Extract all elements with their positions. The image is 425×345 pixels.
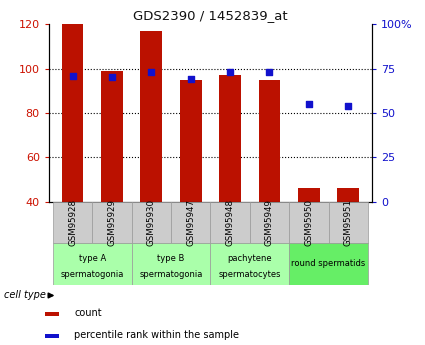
Bar — [329, 202, 368, 243]
Bar — [101, 71, 123, 202]
Point — [266, 69, 273, 75]
Text: GSM95951: GSM95951 — [344, 199, 353, 246]
Point — [306, 101, 312, 107]
Bar — [259, 80, 280, 202]
Text: GSM95949: GSM95949 — [265, 199, 274, 246]
Text: GSM95928: GSM95928 — [68, 199, 77, 246]
Bar — [140, 31, 162, 202]
Text: pachytene: pachytene — [227, 255, 272, 264]
Bar — [289, 202, 329, 243]
Bar — [53, 202, 92, 243]
Text: GSM95947: GSM95947 — [186, 199, 195, 246]
Text: cell type: cell type — [4, 290, 46, 300]
Point — [187, 77, 194, 82]
Bar — [210, 202, 250, 243]
Bar — [132, 243, 210, 285]
Text: type B: type B — [157, 255, 185, 264]
Bar — [337, 188, 359, 202]
Text: GSM95950: GSM95950 — [304, 199, 313, 246]
Text: type A: type A — [79, 255, 106, 264]
Title: GDS2390 / 1452839_at: GDS2390 / 1452839_at — [133, 9, 288, 22]
Bar — [132, 202, 171, 243]
Point — [148, 69, 155, 75]
Bar — [45, 312, 59, 316]
Text: count: count — [74, 308, 102, 318]
Bar — [250, 202, 289, 243]
Bar — [171, 202, 210, 243]
Bar — [219, 75, 241, 202]
Text: spermatocytes: spermatocytes — [218, 270, 281, 279]
Text: percentile rank within the sample: percentile rank within the sample — [74, 330, 239, 340]
Bar — [45, 334, 59, 338]
Text: GSM95948: GSM95948 — [226, 199, 235, 246]
Bar — [62, 24, 83, 202]
Text: GSM95929: GSM95929 — [108, 199, 116, 246]
Text: round spermatids: round spermatids — [292, 259, 366, 268]
Bar — [298, 188, 320, 202]
Text: spermatogonia: spermatogonia — [139, 270, 203, 279]
Bar — [289, 243, 368, 285]
Bar — [210, 243, 289, 285]
Bar — [180, 80, 201, 202]
Text: spermatogonia: spermatogonia — [60, 270, 124, 279]
Bar — [53, 243, 132, 285]
Point — [69, 73, 76, 78]
Point — [108, 75, 115, 80]
Text: GSM95930: GSM95930 — [147, 199, 156, 246]
Bar — [92, 202, 132, 243]
Point — [227, 69, 233, 75]
Point — [345, 103, 351, 109]
